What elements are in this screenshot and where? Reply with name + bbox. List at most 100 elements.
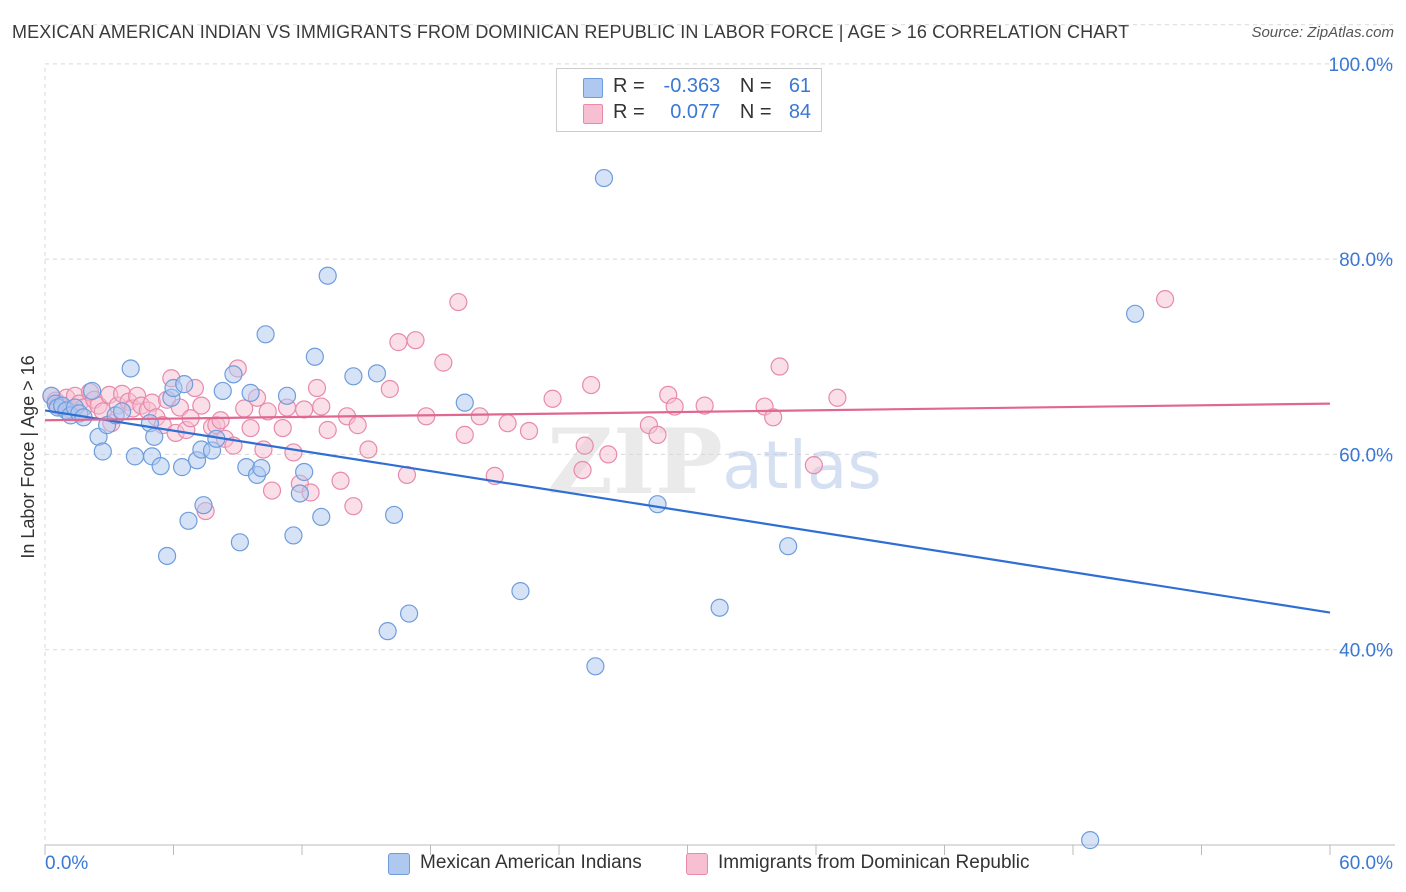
- pink-point: [348, 416, 367, 435]
- blue-point: [295, 462, 314, 482]
- blue-point: [230, 533, 249, 552]
- blue-point: [1081, 831, 1100, 850]
- blue-point: [179, 511, 198, 530]
- blue-point: [305, 347, 324, 366]
- blue-point: [1126, 304, 1145, 323]
- pink-point: [573, 460, 592, 480]
- pink-point: [498, 414, 517, 433]
- blue-point: [779, 537, 798, 556]
- blue-point: [224, 365, 243, 384]
- legend-r-label: R =: [613, 101, 645, 123]
- blue-point: [125, 447, 145, 466]
- blue-point: [241, 383, 260, 402]
- blue-point: [312, 507, 331, 527]
- blue-point: [252, 458, 271, 478]
- blue-point: [399, 604, 419, 623]
- blue-point: [594, 168, 614, 188]
- source-label: Source: ZipAtlas.com: [1251, 24, 1394, 41]
- bottom-legend-blue-label: Mexican American Indians: [420, 852, 642, 873]
- blue-point: [172, 458, 192, 477]
- y-tick-label: 80.0%: [1339, 250, 1393, 271]
- pink-point: [344, 497, 363, 516]
- pink-point: [543, 389, 562, 408]
- pink-point: [331, 471, 350, 490]
- blue-point: [112, 402, 132, 421]
- pink-point: [434, 353, 453, 372]
- legend-n-label: N =: [739, 75, 772, 97]
- pink-point: [449, 292, 468, 312]
- pink-point: [470, 407, 489, 426]
- blue-point: [318, 266, 337, 285]
- legend-n-label: N =: [739, 101, 772, 123]
- pink-point: [519, 421, 539, 441]
- legend-r-value: -0.363: [663, 75, 721, 97]
- watermark-zip: ZIP: [547, 409, 722, 515]
- blue-point: [367, 364, 387, 383]
- blue-point: [710, 598, 729, 617]
- blue-point: [378, 622, 397, 641]
- y-tick-label: 100.0%: [1329, 55, 1394, 76]
- pink-swatch-icon: [686, 853, 708, 875]
- legend-n-value: 84: [788, 101, 812, 123]
- pink-point: [380, 379, 399, 399]
- pink-point: [599, 445, 618, 464]
- blue-point: [511, 582, 530, 601]
- x-tick-label: 60.0%: [1339, 853, 1393, 874]
- blue-swatch-icon: [388, 853, 410, 875]
- x-tick-label: 0.0%: [45, 853, 88, 874]
- pink-point: [764, 408, 783, 427]
- watermark-atlas: atlas: [722, 427, 882, 504]
- pink-point: [359, 440, 378, 459]
- pink-point: [695, 396, 714, 415]
- blue-point: [151, 457, 170, 476]
- pink-point: [804, 456, 823, 475]
- pink-point: [406, 331, 425, 350]
- pink-point: [312, 397, 331, 416]
- blue-swatch-icon: [583, 78, 603, 98]
- trend-layer: [44, 402, 1331, 614]
- blue-point: [586, 657, 605, 676]
- blue-point: [256, 325, 275, 344]
- pink-point: [262, 481, 282, 500]
- blue-point: [83, 381, 102, 401]
- bottom-legend-pink-label: Immigrants from Dominican Republic: [718, 852, 1030, 873]
- blue-point: [145, 427, 164, 446]
- watermark: ZIP atlas: [547, 409, 881, 515]
- blue-point: [290, 484, 309, 503]
- pink-point: [307, 378, 327, 398]
- pink-point: [575, 436, 594, 455]
- chart-title: MEXICAN AMERICAN INDIAN VS IMMIGRANTS FR…: [12, 22, 1130, 42]
- blue-point: [121, 359, 140, 378]
- blue-point: [284, 526, 303, 545]
- pink-point: [389, 333, 408, 352]
- y-tick-label: 60.0%: [1339, 445, 1393, 466]
- pink-trend-line: [44, 402, 1331, 422]
- legend-r-value: 0.077: [670, 101, 721, 123]
- blue-point: [93, 442, 112, 461]
- blue-point: [175, 375, 194, 394]
- blue-point: [455, 393, 474, 412]
- legend-n-value: 61: [788, 75, 812, 97]
- pink-point: [258, 402, 277, 421]
- pink-point: [770, 357, 789, 376]
- blue-point: [344, 367, 363, 386]
- pink-point: [295, 400, 314, 419]
- correlation-legend: R = -0.363 N = 61 R = 0.077 N = 84: [556, 68, 822, 132]
- pink-point: [318, 420, 337, 440]
- blue-point: [648, 495, 667, 514]
- pink-point: [192, 396, 211, 415]
- pink-swatch-icon: [583, 104, 603, 124]
- blue-point: [384, 505, 404, 525]
- blue-trend-line: [44, 409, 1331, 614]
- pink-point: [582, 375, 601, 395]
- pink-point: [1155, 290, 1175, 309]
- y-tick-label: 40.0%: [1339, 641, 1393, 662]
- pink-point: [665, 397, 684, 416]
- pink-point: [284, 443, 303, 462]
- legend-r-label: R =: [613, 75, 645, 97]
- tick-label-layer: 40.0% 60.0% 80.0% 100.0% 0.0% 60.0% In Labor F…: [18, 55, 1393, 874]
- blue-point: [157, 546, 177, 566]
- pink-point: [828, 388, 847, 407]
- y-axis-title: In Labor Force | Age > 16: [18, 355, 38, 558]
